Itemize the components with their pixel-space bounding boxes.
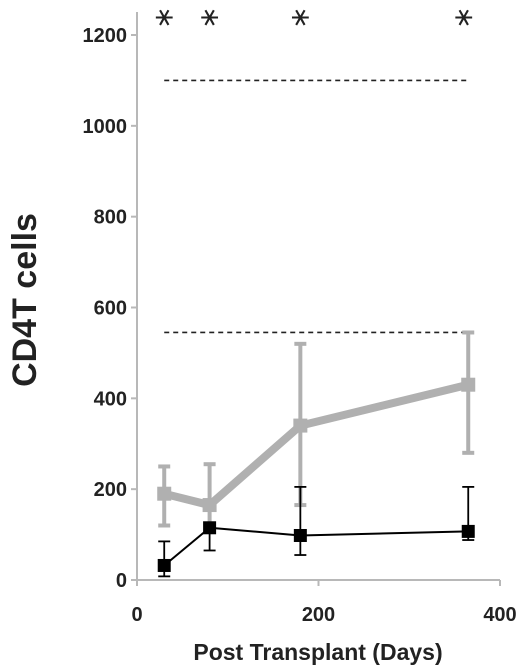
significance-star: ⚹ [155, 0, 173, 33]
data-point [461, 524, 475, 538]
y-tick-label: 800 [94, 207, 127, 229]
data-point [293, 528, 307, 542]
series-1 [157, 330, 476, 530]
data-point [203, 521, 217, 535]
data-point [157, 558, 171, 572]
series-layer [157, 330, 476, 578]
y-tick-label: 600 [94, 298, 127, 320]
data-point [293, 418, 308, 433]
series-line [163, 380, 470, 510]
series-2 [157, 485, 475, 578]
significance-star: ⚹ [455, 0, 473, 33]
data-point [157, 486, 172, 501]
y-tick-label: 1000 [83, 116, 128, 138]
x-tick-label: 200 [302, 604, 335, 626]
y-tick-label: 0 [116, 570, 127, 592]
significance-star: ⚹ [201, 0, 219, 33]
series-line [163, 526, 469, 567]
y-tick-label: 200 [94, 479, 127, 501]
reference-lines [164, 79, 469, 334]
x-tick-label: 0 [131, 604, 142, 626]
data-point [202, 498, 217, 513]
y-tick-label: 400 [94, 388, 127, 410]
y-tick-label: 1200 [83, 25, 128, 47]
significance-markers: ⚹ ⚹ ⚹ ⚹ [155, 0, 472, 33]
data-point [461, 377, 476, 392]
x-tick-label: 400 [483, 604, 516, 626]
axes: 0 200 400 600 800 1000 1200 0 200 400 [83, 12, 517, 626]
y-axis-title: CD4T cells [6, 213, 44, 387]
significance-star: ⚹ [291, 0, 309, 33]
x-axis-title: Post Transplant (Days) [193, 639, 442, 665]
